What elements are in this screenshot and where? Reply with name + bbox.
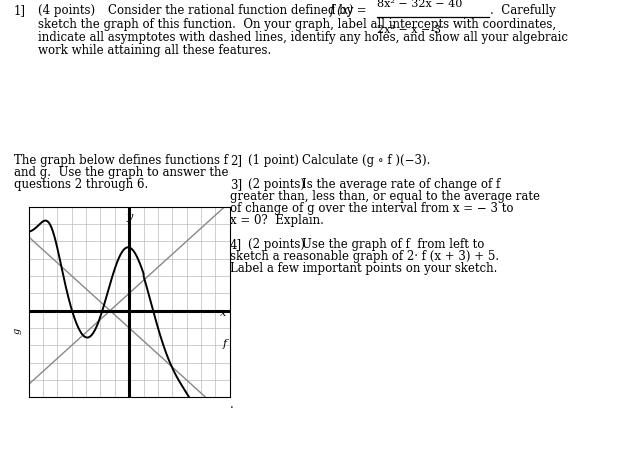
Text: x = 0?  Explain.: x = 0? Explain. [230, 214, 324, 227]
Text: y: y [126, 212, 132, 222]
Text: 4]: 4] [230, 238, 242, 251]
Text: work while attaining all these features.: work while attaining all these features. [38, 44, 271, 57]
Text: Is the average rate of change of f: Is the average rate of change of f [302, 178, 500, 191]
Text: 2x² − x − 3: 2x² − x − 3 [377, 25, 441, 35]
Text: x: x [220, 308, 226, 318]
Text: g: g [13, 327, 22, 334]
Text: Calculate (g ∘ f )(−3).: Calculate (g ∘ f )(−3). [302, 154, 431, 167]
Text: 2]: 2] [230, 154, 242, 167]
Text: 1]: 1] [14, 4, 26, 17]
Text: greater than, less than, or equal to the average rate: greater than, less than, or equal to the… [230, 190, 540, 203]
Text: questions 2 through 6.: questions 2 through 6. [14, 178, 148, 191]
Text: f: f [223, 339, 226, 349]
Text: 8x² − 32x − 40: 8x² − 32x − 40 [377, 0, 463, 9]
Text: Use the graph of f  from left to: Use the graph of f from left to [302, 238, 484, 251]
Text: .  Carefully: . Carefully [490, 4, 556, 17]
Text: of change of g over the interval from x = − 3 to: of change of g over the interval from x … [230, 202, 514, 215]
Text: .: . [230, 398, 234, 411]
Text: sketch a reasonable graph of 2· f (x + 3) + 5.: sketch a reasonable graph of 2· f (x + 3… [230, 250, 499, 263]
Text: (1 point): (1 point) [248, 154, 299, 167]
Text: The graph below defines functions f: The graph below defines functions f [14, 154, 228, 167]
Text: Consider the rational function defined by: Consider the rational function defined b… [108, 4, 353, 17]
Text: sketch the graph of this function.  On your graph, label all intercepts with coo: sketch the graph of this function. On yo… [38, 18, 556, 31]
Text: 3]: 3] [230, 178, 242, 191]
Text: Label a few important points on your sketch.: Label a few important points on your ske… [230, 262, 498, 275]
Text: and g.  Use the graph to answer the: and g. Use the graph to answer the [14, 166, 228, 179]
Text: (4 points): (4 points) [38, 4, 95, 17]
Text: f (x) =: f (x) = [330, 4, 367, 17]
Text: (2 points): (2 points) [248, 238, 305, 251]
Text: (2 points): (2 points) [248, 178, 305, 191]
Text: indicate all asymptotes with dashed lines, identify any holes, and show all your: indicate all asymptotes with dashed line… [38, 31, 568, 44]
